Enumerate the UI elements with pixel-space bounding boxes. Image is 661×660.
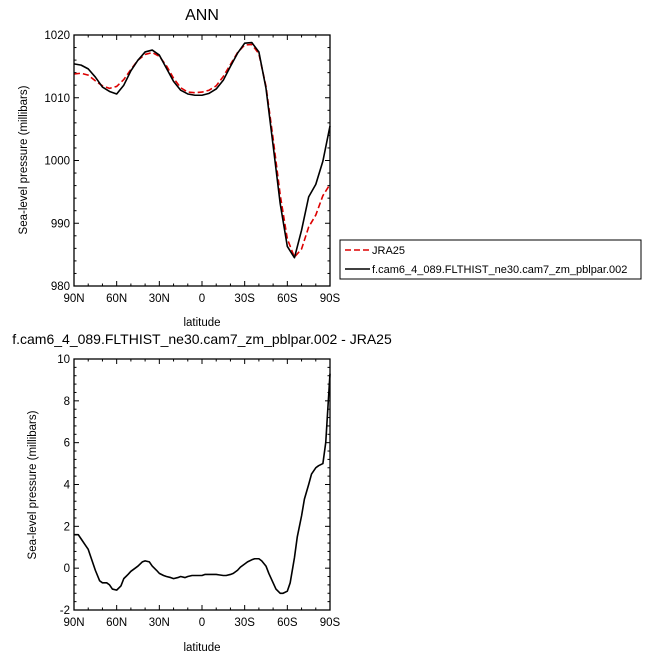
top-x-tick-label: 90N [63,293,84,305]
bottom-x-tick-label: 90S [320,617,341,629]
bottom-y-tick-label: 0 [64,563,70,575]
top-x-tick-label: 30S [234,293,255,305]
bottom-chart-plot-frame [73,358,331,611]
legend-label-model: f.cam6_4_089.FLTHIST_ne30.cam7_zm_pblpar… [372,264,627,276]
top-x-tick-label: 60N [106,293,127,305]
bottom-y-tick-label: -2 [60,605,70,617]
bottom-x-tick-label: 30S [234,617,255,629]
bottom-chart-panel: f.cam6_4_089.FLTHIST_ne30.cam7_zm_pblpar… [12,331,392,654]
bottom-chart-ticks: 90N 60N 30N 0 30S 60S 90S -2 0 2 4 6 8 10 [57,354,340,629]
bottom-y-tick-label: 10 [57,354,70,366]
top-y-tick-label: 990 [51,218,70,230]
top-chart-plot-frame [73,34,331,287]
bottom-x-tick-label: 60N [106,617,127,629]
legend-box [339,239,642,280]
bottom-chart-lines [74,373,331,595]
top-chart-x-axis-label: latitude [183,317,220,329]
bottom-chart-y-axis-label: Sea-level pressure (millibars) [27,410,39,559]
legend-label-jra25: JRA25 [372,245,405,257]
bottom-y-tick-label: 6 [64,438,70,450]
top-y-tick-label: 980 [51,281,70,293]
top-x-tick-label: 30N [149,293,170,305]
top-chart-panel: ANN Sea-level pressure (millibars) latit… [18,7,341,329]
top-series-line-1 [73,41,331,259]
bottom-y-tick-label: 2 [64,521,70,533]
bottom-x-tick-label: 90N [63,617,84,629]
top-chart-y-axis-label: Sea-level pressure (millibars) [18,85,30,234]
top-chart-lines [73,41,331,259]
top-y-tick-label: 1000 [44,156,70,168]
bottom-x-tick-label: 60S [277,617,298,629]
bottom-chart-x-axis-label: latitude [183,642,220,654]
bottom-series-line-0 [74,373,331,595]
top-x-tick-label: 60S [277,293,298,305]
legend: JRA25 f.cam6_4_089.FLTHIST_ne30.cam7_zm_… [339,239,642,280]
top-chart-title: ANN [185,7,219,24]
top-y-tick-label: 1010 [44,93,70,105]
bottom-y-tick-label: 4 [64,480,71,492]
top-series-line-0 [73,43,331,258]
bottom-x-tick-label: 30N [149,617,170,629]
bottom-chart-title: f.cam6_4_089.FLTHIST_ne30.cam7_zm_pblpar… [12,331,392,347]
top-x-tick-label: 0 [199,293,205,305]
bottom-x-tick-label: 0 [199,617,205,629]
top-x-tick-label: 90S [320,293,341,305]
bottom-y-tick-label: 8 [64,396,70,408]
top-chart-ticks: 90N 60N 30N 0 30S 60S 90S 980 990 1000 1010 1020 [44,30,340,305]
top-y-tick-label: 1020 [44,30,70,42]
